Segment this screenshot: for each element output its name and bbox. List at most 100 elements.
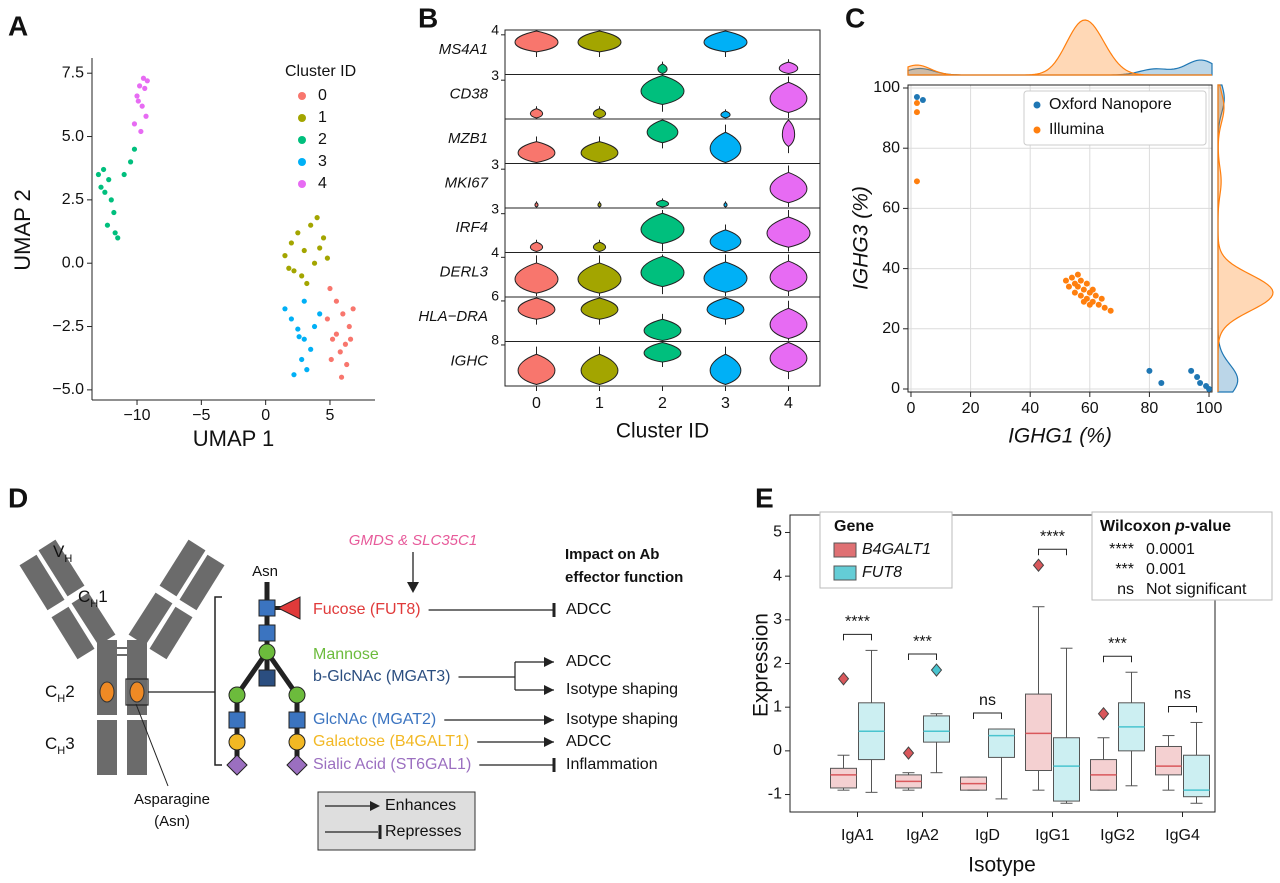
galactose [288,733,306,751]
domain-base: V [53,542,65,561]
y-tick-label: 5.0 [62,128,84,145]
sialic-acid [226,754,248,776]
legend-swatch [833,542,857,558]
violin [703,261,748,293]
arrowhead [407,582,419,593]
light-chain [149,606,193,660]
outlier [837,672,850,686]
x-tick-label: 4 [784,395,793,412]
point [1107,307,1114,314]
glycan-label: Mannose [313,646,379,663]
y-axis-label: IGHG3 (%) [850,186,873,290]
point [299,356,305,363]
point [1083,280,1090,287]
point [1062,277,1069,284]
effect-label: ADCC [566,653,611,670]
glycan-label: Galactose (B4GALT1) [313,733,469,750]
sig-label: **** [1040,528,1065,545]
point [295,326,301,332]
gene-label: MZB1 [448,130,488,147]
gene-label: MKI67 [445,174,489,191]
pvalue-text: 0.001 [1146,561,1186,578]
outlier [902,746,915,760]
y-tick-label: 100 [873,79,900,96]
x-tick-label: 80 [1141,400,1159,417]
diagram-legend-box [317,791,476,851]
mannose [228,686,246,704]
point [1074,271,1081,278]
point [139,103,145,109]
x-tick-label: 40 [1021,400,1039,417]
heavy-chain [159,539,206,597]
point [282,253,288,259]
gene-label: CD38 [450,85,489,102]
point [1188,367,1195,374]
fork [458,662,516,690]
y-axis-label: UMAP 2 [10,189,35,271]
point [311,260,318,266]
sig-bracket [973,712,1002,720]
point [134,93,140,99]
box [923,715,950,743]
effect-label: Isotype shaping [566,681,678,698]
point [1077,277,1084,284]
point [919,97,926,104]
domain-sub: H [64,553,72,565]
point [311,323,318,330]
legend-marker [298,136,306,144]
y-tick-label: 0 [773,742,782,759]
point [1092,292,1099,299]
legend-marker [1033,126,1041,134]
impact-title: effector function [565,569,683,586]
impact-title: Impact on Ab [565,546,659,563]
sig-label: **** [845,614,870,631]
point [308,346,314,352]
light-chain [179,554,225,611]
point [329,336,336,342]
point [1095,301,1102,308]
pvalue-title-part: Wilcoxon [1100,518,1171,535]
legend-label: 4 [318,175,327,192]
point [338,374,345,380]
arrowhead [544,657,554,667]
violin [577,30,622,53]
y-tick-label: −5.0 [52,381,84,398]
bond [234,650,270,697]
y-tick-label: 3 [491,156,499,172]
y-tick-label: 60 [882,200,900,217]
y-tick-label: 2.5 [62,191,84,208]
violin [597,201,602,208]
point [301,247,307,254]
y-tick-label: 5 [773,524,782,541]
point [328,356,334,363]
point [100,166,107,173]
glycan-label: Sialic Acid (ST6GAL1) [313,756,471,773]
gene-label: HLA−DRA [418,308,488,325]
legend-label: Oxford Nanopore [1049,96,1172,113]
violin [640,212,685,245]
pvalue-stars: ns [1117,581,1134,598]
violin [529,241,544,253]
violin [769,81,808,114]
glycan-label: Fucose (FUT8) [313,601,421,618]
point [136,83,143,89]
point [282,306,288,312]
y-tick-label: -1 [768,786,782,803]
violin [709,131,742,164]
x-tick-label: IgG1 [1035,827,1070,844]
x-tick-label: −10 [123,407,150,424]
box [1053,737,1080,802]
outlier [1032,558,1045,573]
pvalue-title-part: -value [1185,518,1231,535]
violin [706,297,745,320]
gene-label: IGHC [451,352,489,369]
point [102,189,108,195]
violin [592,108,607,119]
gene-label: DERL3 [440,263,489,280]
y-tick-label: −2.5 [52,318,84,335]
violin [529,108,544,119]
x-tick-label: 0 [907,400,916,417]
legend-marker [298,92,306,100]
legend-label: 1 [318,109,327,126]
domain-base: C [45,682,57,701]
